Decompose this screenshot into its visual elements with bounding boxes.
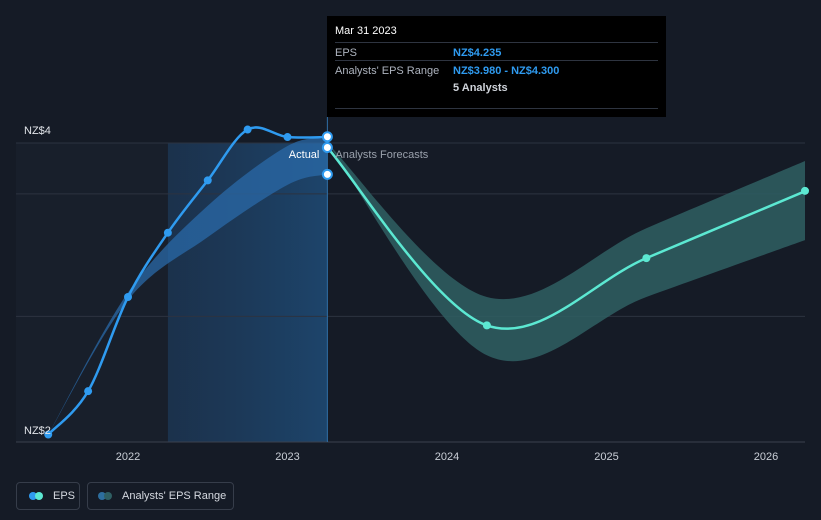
tooltip: Mar 31 2023 EPS NZ$4.235 Analysts' EPS R…: [327, 16, 666, 117]
eps-tooltip-point: [321, 131, 333, 143]
legend-eps-button[interactable]: EPS: [16, 482, 80, 510]
x-tick-label: 2022: [116, 451, 140, 463]
eps-forecast-line: [326, 146, 805, 330]
range-legend-icon: [98, 492, 114, 500]
forecast-label: Analysts Forecasts: [335, 149, 428, 161]
eps-forecast-start-point: [321, 141, 333, 153]
eps-actual-point: [44, 430, 53, 439]
x-tick-label: 2026: [754, 451, 778, 463]
tooltip-range-label: Analysts' EPS Range: [335, 65, 440, 77]
eps-legend-icon: [29, 492, 45, 500]
legend-eps-label: EPS: [53, 490, 76, 502]
eps-forecast-point: [642, 254, 651, 263]
tooltip-range-value: NZ$3.980 - NZ$4.300: [453, 65, 560, 77]
y-tick-label: NZ$2: [24, 425, 51, 437]
tooltip-analysts-row: 5 Analysts: [335, 78, 658, 96]
eps-forecast-point: [801, 186, 809, 195]
eps-actual-point: [163, 228, 172, 237]
tooltip-date: Mar 31 2023: [335, 25, 397, 37]
tooltip-eps-row: EPS NZ$4.235: [335, 42, 658, 60]
tooltip-range-row: Analysts' EPS Range NZ$3.980 - NZ$4.300: [335, 60, 658, 78]
tooltip-eps-label: EPS: [335, 47, 358, 59]
eps-range-low-point: [321, 168, 333, 180]
tooltip-divider: [335, 108, 658, 109]
tooltip-analysts: 5 Analysts: [453, 82, 508, 94]
eps-actual-line: [47, 126, 328, 436]
x-tick-label: 2024: [435, 451, 459, 463]
eps-actual-point: [283, 133, 292, 142]
legend-range-button[interactable]: Analysts' EPS Range: [87, 482, 234, 510]
range-band-past: [48, 138, 328, 435]
past-background: [16, 143, 168, 442]
y-tick-label: NZ$4: [24, 125, 51, 137]
legend-range-label: Analysts' EPS Range: [122, 490, 227, 502]
tooltip-eps-value: NZ$4.235: [453, 47, 502, 59]
actual-label: Actual: [289, 149, 320, 161]
eps-forecast-point: [482, 321, 491, 330]
x-tick-label: 2025: [594, 451, 618, 463]
x-tick-label: 2023: [275, 451, 299, 463]
eps-actual-point: [84, 387, 93, 396]
eps-actual-point: [203, 176, 212, 185]
eps-actual-point: [124, 292, 132, 301]
eps-actual-point: [243, 125, 252, 134]
range-band-forecast: [327, 143, 805, 362]
